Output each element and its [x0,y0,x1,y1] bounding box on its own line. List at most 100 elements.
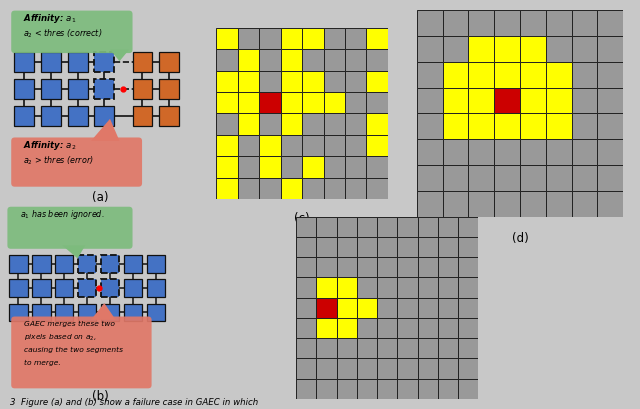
FancyBboxPatch shape [55,303,74,321]
Bar [417,257,438,277]
Bar [458,298,478,318]
Bar [438,358,458,379]
Bar [520,113,546,139]
Bar [296,358,316,379]
Bar [337,298,357,318]
FancyBboxPatch shape [10,279,28,297]
Bar [357,338,377,358]
Bar [259,135,281,156]
Bar [296,379,316,399]
FancyBboxPatch shape [147,279,165,297]
Text: Affinity: $a_1$: Affinity: $a_1$ [23,12,77,25]
Bar [345,92,367,113]
Text: pixels based on $a_2$,: pixels based on $a_2$, [24,333,97,343]
Bar [324,113,345,135]
FancyBboxPatch shape [132,52,152,72]
Text: (a): (a) [92,191,109,204]
Bar [345,71,367,92]
Polygon shape [110,49,129,61]
Polygon shape [91,303,116,320]
Bar [316,379,337,399]
Bar [458,358,478,379]
Bar [417,338,438,358]
Bar [296,338,316,358]
Bar [377,338,397,358]
Bar [442,191,468,217]
FancyBboxPatch shape [32,255,51,273]
Bar [598,88,623,113]
Bar [259,28,281,49]
Bar [494,191,520,217]
Bar [397,358,417,379]
Bar [357,318,377,338]
Bar [546,62,572,88]
FancyBboxPatch shape [124,255,142,273]
Bar [546,191,572,217]
Text: (c): (c) [294,212,310,225]
FancyBboxPatch shape [12,11,132,53]
FancyBboxPatch shape [10,255,28,273]
Bar [337,379,357,399]
FancyBboxPatch shape [147,255,165,273]
Bar [216,71,238,92]
Bar [238,156,259,178]
Bar [572,62,598,88]
Bar [238,28,259,49]
Bar [316,338,337,358]
Bar [468,139,494,165]
Bar [345,28,367,49]
Bar [494,165,520,191]
Bar [442,62,468,88]
Bar [572,113,598,139]
Bar [397,257,417,277]
FancyBboxPatch shape [10,303,28,321]
Bar [377,379,397,399]
Bar [216,178,238,199]
Text: causing the two segments: causing the two segments [24,347,123,353]
Bar [281,28,302,49]
Bar [281,49,302,71]
Bar [377,358,397,379]
Bar [438,217,458,237]
Bar [281,156,302,178]
Bar [442,10,468,36]
Bar [296,277,316,298]
Bar [520,165,546,191]
Bar [296,257,316,277]
Bar [337,358,357,379]
Bar [417,379,438,399]
FancyBboxPatch shape [8,207,132,249]
Bar [546,113,572,139]
Bar [296,237,316,257]
Bar [337,277,357,298]
Bar [238,178,259,199]
Bar [494,139,520,165]
Bar [520,62,546,88]
Polygon shape [62,245,85,258]
FancyBboxPatch shape [94,79,114,99]
Bar [417,36,442,62]
Bar [377,217,397,237]
FancyBboxPatch shape [14,106,34,126]
FancyBboxPatch shape [78,255,96,273]
Bar [259,71,281,92]
Bar [397,318,417,338]
Bar [281,178,302,199]
Bar [357,358,377,379]
Bar [216,49,238,71]
FancyBboxPatch shape [94,106,114,126]
Bar [316,237,337,257]
Bar [296,217,316,237]
Bar [316,298,337,318]
Bar [397,338,417,358]
Bar [442,36,468,62]
Bar [417,237,438,257]
Bar [468,165,494,191]
Bar [367,135,388,156]
FancyBboxPatch shape [12,137,142,187]
Bar [397,379,417,399]
Bar [367,178,388,199]
Bar [417,62,442,88]
FancyBboxPatch shape [68,52,88,72]
Bar [238,92,259,113]
